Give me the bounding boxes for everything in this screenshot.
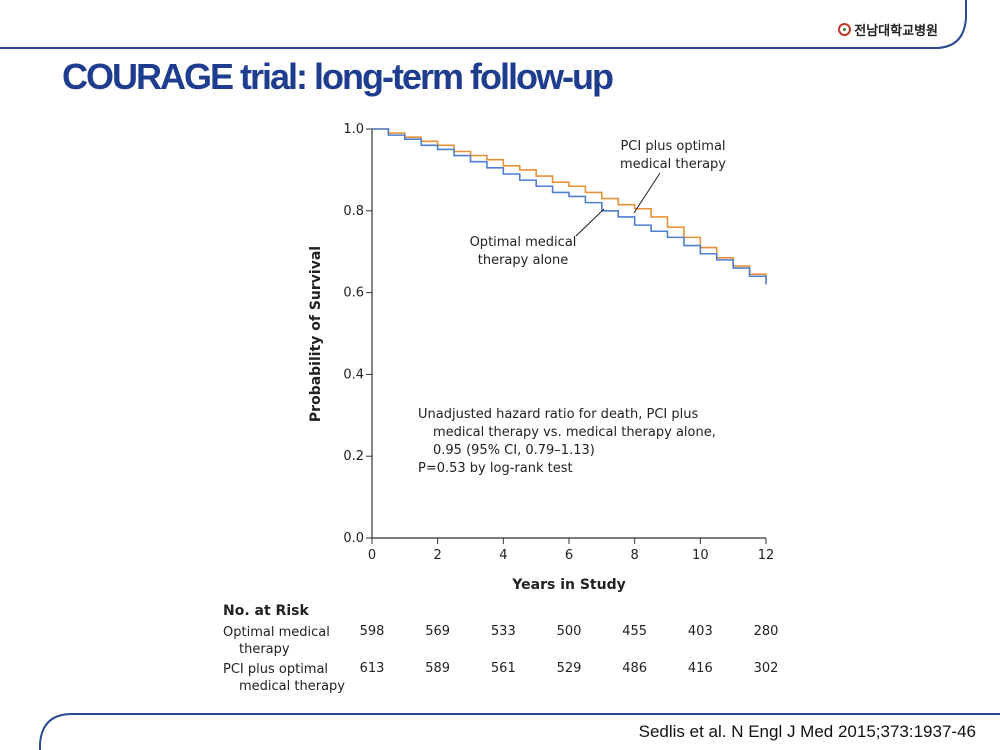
- x-tick-label: 0: [368, 548, 376, 563]
- omt-series-label: therapy alone: [478, 253, 569, 268]
- footer-frame-line: [39, 713, 1000, 750]
- x-tick-label: 12: [758, 548, 775, 563]
- y-tick-label: 1.0: [343, 122, 364, 137]
- p-value-text: P=0.53 by log-rank test: [418, 461, 573, 476]
- pci-series-label: PCI plus optimal: [620, 139, 725, 154]
- x-tick-label: 10: [692, 548, 709, 563]
- risk-row-label-line1: PCI plus optimal: [223, 662, 329, 677]
- risk-value: 500: [556, 624, 582, 639]
- x-tick-label: 6: [565, 548, 573, 563]
- omt-series-label: Optimal medical: [470, 235, 577, 250]
- risk-value: 613: [359, 661, 385, 676]
- y-tick-label: 0.0: [343, 531, 364, 546]
- risk-row-label-line2: medical therapy: [239, 679, 345, 694]
- risk-value: 561: [490, 661, 516, 676]
- risk-value: 280: [753, 624, 779, 639]
- risk-table-heading: No. at Risk: [223, 603, 309, 619]
- hazard-ratio-text: medical therapy vs. medical therapy alon…: [433, 425, 716, 440]
- risk-value: 302: [753, 661, 779, 676]
- y-tick-label: 0.6: [343, 286, 364, 301]
- pci-series-label: medical therapy: [620, 157, 726, 172]
- logo-text: 전남대학교병원: [854, 24, 938, 39]
- risk-row-label-pci: PCI plus optimal medical therapy: [223, 661, 353, 695]
- slide-title: COURAGE trial: long-term follow-up: [62, 56, 614, 97]
- citation: Sedlis et al. N Engl J Med 2015;373:1937…: [638, 722, 976, 741]
- y-tick-label: 0.4: [343, 367, 364, 382]
- x-axis-title: Years in Study: [511, 577, 625, 593]
- x-tick-label: 2: [434, 548, 442, 563]
- y-tick-label: 0.8: [343, 204, 364, 219]
- risk-value: 455: [622, 624, 648, 639]
- series-line-omt: [372, 128, 767, 285]
- y-tick-label: 0.2: [343, 449, 364, 464]
- pci-leader-line: [633, 172, 661, 214]
- risk-value: 486: [622, 661, 648, 676]
- risk-row-label-line1: Optimal medical: [223, 625, 330, 640]
- hospital-logo: 전남대학교병원: [838, 20, 938, 39]
- risk-value: 529: [556, 661, 582, 676]
- hazard-ratio-text: Unadjusted hazard ratio for death, PCI p…: [418, 407, 698, 422]
- risk-value: 533: [490, 624, 516, 639]
- omt-leader-line: [575, 208, 605, 237]
- risk-value: 403: [687, 624, 713, 639]
- x-tick-label: 8: [631, 548, 639, 563]
- risk-value: 598: [359, 624, 385, 639]
- x-tick-label: 4: [499, 548, 507, 563]
- risk-value: 569: [425, 624, 451, 639]
- risk-value: 589: [425, 661, 451, 676]
- hazard-ratio-text: 0.95 (95% CI, 0.79–1.13): [433, 443, 595, 458]
- risk-value: 416: [687, 661, 713, 676]
- hospital-seal-icon: [838, 23, 852, 36]
- y-axis-title: Probability of Survival: [308, 246, 324, 422]
- header-frame-line: [0, 0, 967, 49]
- risk-row-label-line2: therapy: [239, 642, 290, 657]
- risk-row-label-omt: Optimal medical therapy: [223, 624, 353, 658]
